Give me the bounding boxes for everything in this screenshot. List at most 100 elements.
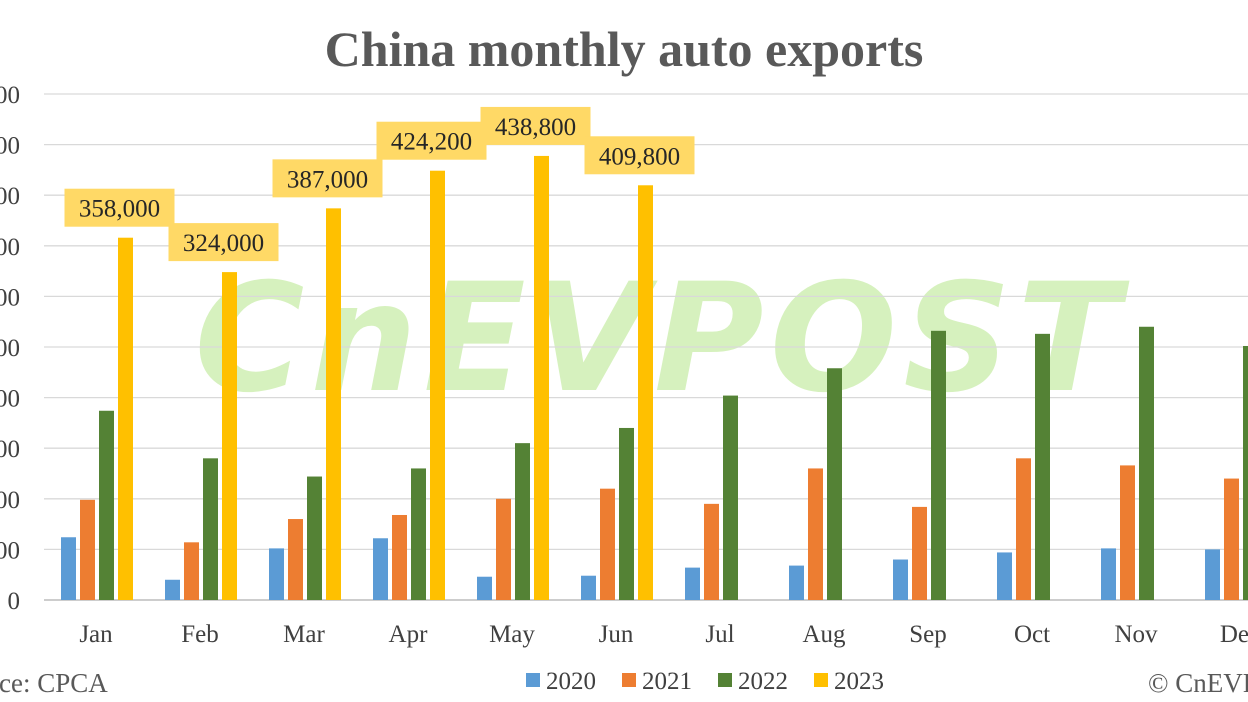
legend-item-2022: 2022 xyxy=(718,668,788,695)
legend-label: 2021 xyxy=(642,668,692,695)
bar-2022-may xyxy=(515,443,530,600)
x-tick-label: Aug xyxy=(802,621,846,648)
x-tick-label: Nov xyxy=(1114,621,1158,648)
bar-2020-nov xyxy=(1101,548,1116,600)
y-axis-ticks: 0 50,000 100,000 150,000 200,000 250,000 300,0… xyxy=(0,82,20,615)
y-tick-label: 400,000 xyxy=(0,183,20,210)
data-label-text: 438,800 xyxy=(495,114,576,141)
bar-2023-mar xyxy=(326,208,341,600)
data-label-jan: 358,000 xyxy=(64,188,175,227)
legend: 2020 2021 2022 2023 xyxy=(526,668,884,695)
bar-2020-aug xyxy=(789,565,804,600)
bar-2021-jun xyxy=(600,488,615,600)
bar-2022-apr xyxy=(411,468,426,600)
bar-2022-nov xyxy=(1139,326,1154,600)
data-label-text: 409,800 xyxy=(599,143,680,170)
bar-2020-sep xyxy=(893,559,908,600)
chart-title: China monthly auto exports xyxy=(325,21,924,77)
bar-2021-feb xyxy=(184,542,199,600)
x-tick-label: May xyxy=(489,621,535,648)
bars xyxy=(61,155,1248,601)
data-label-feb: 324,000 xyxy=(168,223,279,262)
bar-2020-oct xyxy=(997,552,1012,600)
bar-2021-jan xyxy=(80,499,95,600)
bar-2020-jun xyxy=(581,575,596,600)
y-tick-label: 50,000 xyxy=(0,537,20,564)
legend-item-2021: 2021 xyxy=(622,668,692,695)
legend-item-2020: 2020 xyxy=(526,668,596,695)
bar-2020-dec xyxy=(1205,549,1220,600)
data-label-box xyxy=(64,188,175,227)
data-label-box xyxy=(376,121,487,160)
y-tick-label: 150,000 xyxy=(0,436,20,463)
y-tick-label: 450,000 xyxy=(0,133,20,160)
x-tick-label: Jun xyxy=(599,621,634,648)
bar-2021-may xyxy=(496,498,511,600)
legend-swatch xyxy=(526,673,540,687)
y-tick-label: 300,000 xyxy=(0,284,20,311)
x-tick-label: Jul xyxy=(705,621,734,648)
data-label-text: 358,000 xyxy=(79,196,160,223)
x-tick-label: Mar xyxy=(283,621,325,648)
y-tick-label: 250,000 xyxy=(0,335,20,362)
bar-2023-jan xyxy=(118,237,133,601)
bar-2022-feb xyxy=(203,458,218,600)
legend-swatch xyxy=(814,673,828,687)
x-axis-labels: Jan Feb Mar Apr May Jun Jul Aug Sep Oct Nov Dec xyxy=(79,621,1248,648)
bar-2023-apr xyxy=(430,170,445,600)
data-label-box xyxy=(584,136,695,175)
bar-2021-apr xyxy=(392,514,407,600)
data-label-may: 438,800 xyxy=(480,106,591,145)
x-tick-label: Jan xyxy=(79,621,113,648)
data-label-apr: 424,200 xyxy=(376,121,487,160)
bar-2023-jun xyxy=(638,185,653,600)
bar-2022-jun xyxy=(619,427,634,600)
bar-2021-jul xyxy=(704,503,719,600)
x-tick-label: Apr xyxy=(389,621,429,648)
x-tick-label: Sep xyxy=(909,621,947,648)
x-tick-label: Oct xyxy=(1014,621,1050,648)
legend-label: 2022 xyxy=(738,668,788,695)
credit-text: © CnEVPost xyxy=(1148,668,1248,698)
y-tick-label: 0 xyxy=(8,588,21,615)
bar-2022-aug xyxy=(827,368,842,600)
legend-label: 2023 xyxy=(834,668,884,695)
y-tick-label: 100,000 xyxy=(0,487,20,514)
data-label-box xyxy=(272,159,383,198)
data-label-jun: 409,800 xyxy=(584,136,695,175)
x-tick-label: Feb xyxy=(181,621,219,648)
data-label-mar: 387,000 xyxy=(272,159,383,198)
source-text: Source: CPCA xyxy=(0,668,108,698)
data-label-box xyxy=(480,106,591,145)
bar-2022-dec xyxy=(1243,345,1248,600)
bar-2022-jan xyxy=(99,410,114,600)
bar-2020-jul xyxy=(685,567,700,600)
bar-2022-sep xyxy=(931,330,946,600)
bar-2023-may xyxy=(534,155,549,601)
data-label-text: 424,200 xyxy=(391,129,472,156)
bar-2020-mar xyxy=(269,548,284,600)
y-tick-label: 500,000 xyxy=(0,82,20,109)
data-label-box xyxy=(168,223,279,262)
bar-2022-mar xyxy=(307,476,322,600)
legend-item-2023: 2023 xyxy=(814,668,884,695)
bar-2023-feb xyxy=(222,272,237,600)
y-tick-label: 350,000 xyxy=(0,234,20,261)
bar-2021-mar xyxy=(288,519,303,600)
bar-2021-nov xyxy=(1120,465,1135,600)
bar-2021-aug xyxy=(808,468,823,600)
data-label-text: 387,000 xyxy=(287,166,368,193)
bar-2021-oct xyxy=(1016,458,1031,600)
legend-swatch xyxy=(718,673,732,687)
data-labels: 358,000 324,000 387,000 424,200 438,800 409,8… xyxy=(64,106,695,262)
legend-label: 2020 xyxy=(546,668,596,695)
data-label-text: 324,000 xyxy=(183,230,264,257)
bar-2022-oct xyxy=(1035,333,1050,600)
bar-2020-apr xyxy=(373,538,388,600)
bar-2020-may xyxy=(477,576,492,600)
bar-2020-jan xyxy=(61,537,76,600)
y-tick-label: 200,000 xyxy=(0,386,20,413)
legend-swatch xyxy=(622,673,636,687)
bar-2022-jul xyxy=(723,395,738,600)
